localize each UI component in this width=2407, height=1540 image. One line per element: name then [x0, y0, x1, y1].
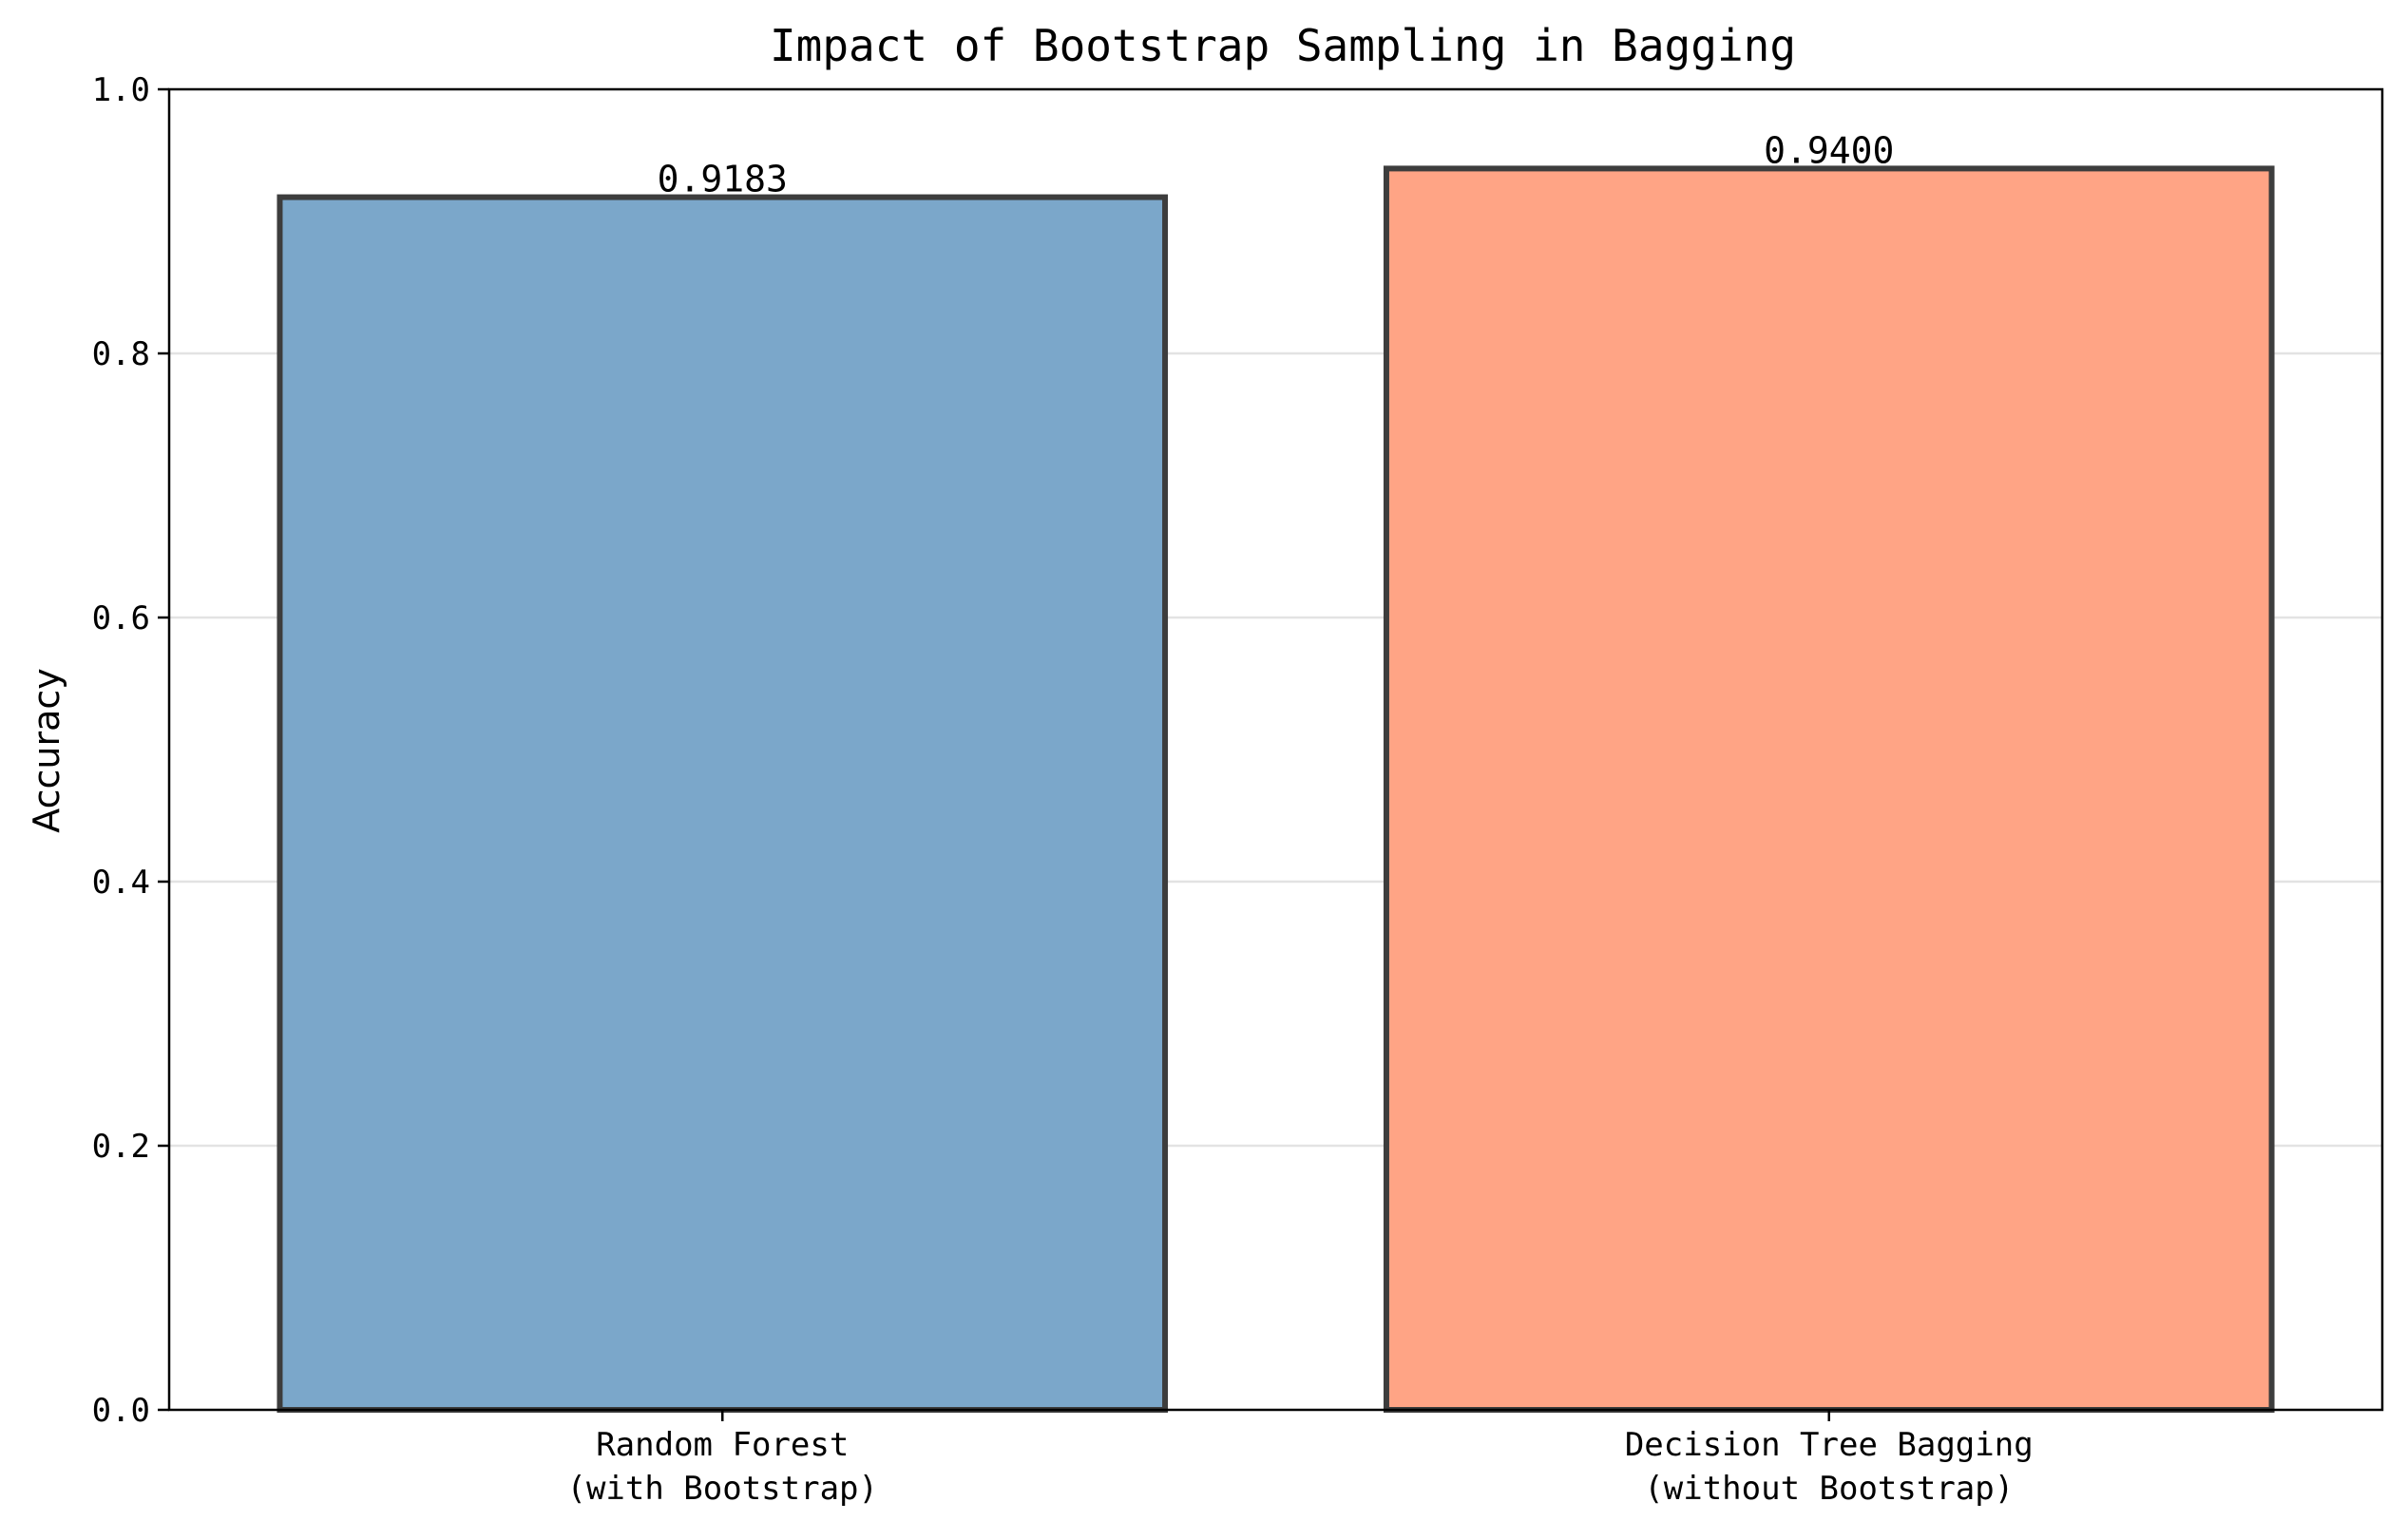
x-tick-label: (without Bootstrap): [1644, 1470, 2014, 1508]
y-axis-label: Accuracy: [26, 668, 67, 833]
axes: 0.0 0.2 0.4 0.6 0.8 1.0 Random Forest (with Boo…: [92, 71, 2384, 1508]
x-tick-label: Random Forest: [596, 1426, 849, 1464]
bar-value-label: 0.9183: [658, 159, 788, 200]
x-tick-label: (with Bootstrap): [566, 1470, 878, 1508]
bar: [277, 194, 1169, 1414]
plot-frame: [167, 87, 2384, 1412]
y-tick-label: 0.0: [92, 1392, 150, 1430]
y-tick-label: 0.2: [92, 1128, 150, 1166]
y-tick-label: 0.4: [92, 864, 150, 902]
y-tick-label: 1.0: [92, 71, 150, 109]
x-tick-label: Decision Tree Bagging: [1625, 1426, 2034, 1464]
bar-value-label: 0.9400: [1764, 129, 1894, 171]
chart-title: Impact of Bootstrap Sampling in Bagging: [770, 20, 1796, 71]
y-tick-label: 0.6: [92, 599, 150, 637]
y-tick-label: 0.8: [92, 335, 150, 373]
bar: [1383, 165, 2275, 1413]
bars: [277, 165, 2275, 1414]
labels: 0.9183 0.9400: [658, 129, 1895, 200]
